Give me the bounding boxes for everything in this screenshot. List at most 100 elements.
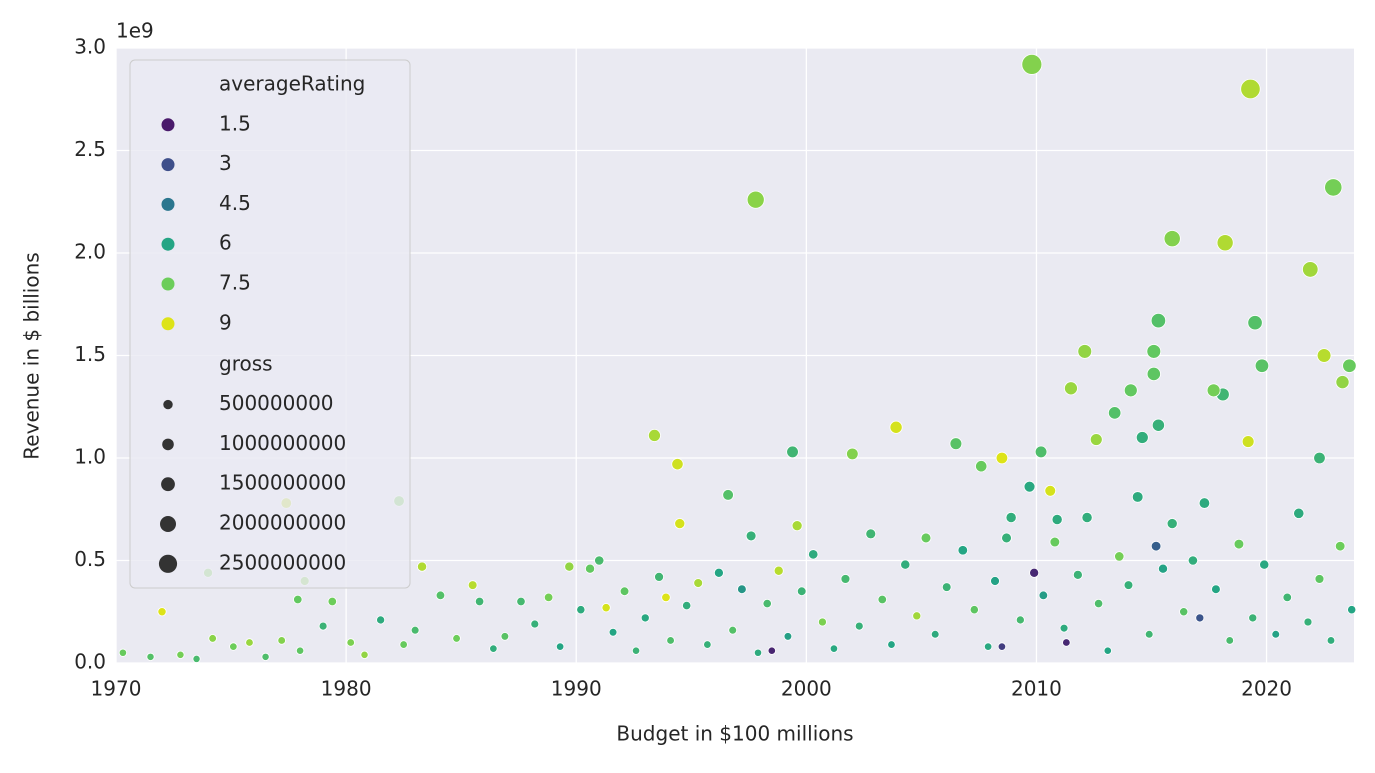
point: [555, 642, 565, 651]
point: [489, 644, 498, 653]
point: [619, 586, 630, 597]
point: [957, 545, 969, 556]
point: [1093, 598, 1104, 609]
point: [1271, 629, 1281, 639]
point: [640, 613, 650, 623]
point: [516, 596, 526, 607]
point: [1144, 629, 1154, 639]
legend-label: 6: [219, 231, 232, 255]
point: [1051, 513, 1063, 526]
point: [576, 605, 586, 615]
point: [1163, 230, 1181, 248]
point: [1072, 569, 1083, 580]
point: [192, 654, 201, 663]
point: [360, 650, 369, 659]
y-tick-label: 0.0: [74, 650, 106, 674]
point: [1195, 613, 1205, 623]
point: [1216, 234, 1234, 252]
legend-box: [129, 59, 411, 589]
point: [995, 451, 1009, 465]
legend-label: 9: [219, 310, 232, 334]
legend-marker: [158, 554, 178, 573]
point: [208, 634, 217, 643]
point: [1103, 646, 1112, 655]
point: [146, 652, 155, 661]
point: [1314, 574, 1325, 584]
legend-title: gross: [219, 351, 273, 375]
point: [745, 530, 757, 542]
point: [1313, 451, 1326, 465]
point: [997, 642, 1007, 651]
point: [295, 646, 305, 655]
point: [1038, 590, 1049, 601]
point: [1146, 366, 1161, 382]
point: [889, 420, 903, 434]
point: [900, 559, 911, 570]
legend-marker: [161, 277, 175, 291]
point: [1089, 433, 1103, 446]
point: [1081, 511, 1093, 524]
legend-marker: [161, 317, 175, 331]
point: [1150, 312, 1167, 329]
point: [840, 574, 851, 584]
point: [865, 528, 877, 540]
legend-label: 2500000000: [219, 550, 346, 574]
point: [737, 584, 747, 594]
point: [1198, 497, 1211, 509]
x-tick-label: 2020: [1241, 677, 1292, 701]
point: [417, 561, 428, 572]
point: [1044, 484, 1057, 497]
x-tick-label: 1970: [91, 677, 142, 701]
point: [1077, 344, 1093, 359]
legend-label: 1500000000: [219, 471, 346, 495]
point: [500, 632, 510, 641]
point: [1240, 78, 1261, 100]
legend-label: 3: [219, 151, 232, 175]
x-tick-label: 1990: [551, 677, 602, 701]
point: [631, 646, 641, 655]
point: [1225, 636, 1234, 645]
point: [877, 594, 887, 605]
point: [1062, 638, 1071, 647]
point: [1015, 615, 1025, 625]
point: [1029, 567, 1040, 578]
point: [990, 576, 1000, 586]
point: [941, 582, 952, 592]
point: [1021, 53, 1043, 75]
point: [753, 648, 763, 657]
point: [543, 592, 554, 603]
point: [564, 561, 575, 572]
point: [261, 652, 270, 661]
point: [1293, 507, 1305, 519]
offset-label: 1e9: [116, 19, 154, 43]
point: [728, 625, 738, 635]
point: [783, 632, 793, 641]
point: [661, 592, 671, 603]
legend-label: 1000000000: [219, 431, 346, 455]
point: [949, 437, 963, 451]
point: [1211, 584, 1221, 594]
point: [1302, 261, 1319, 278]
point: [796, 586, 807, 597]
point: [1206, 383, 1221, 398]
point: [767, 646, 776, 655]
point: [530, 619, 540, 629]
point: [229, 642, 238, 651]
point: [1157, 563, 1169, 574]
point: [1326, 636, 1336, 645]
point: [1001, 532, 1012, 544]
point: [601, 603, 611, 613]
point: [1123, 383, 1138, 398]
point: [1247, 315, 1263, 331]
point: [608, 627, 618, 637]
point: [467, 580, 478, 590]
point: [818, 617, 827, 627]
point: [854, 621, 864, 631]
point: [594, 555, 605, 566]
point: [1233, 538, 1245, 550]
point: [327, 596, 337, 607]
point: [808, 549, 819, 560]
point: [452, 634, 461, 643]
point: [1259, 559, 1270, 570]
